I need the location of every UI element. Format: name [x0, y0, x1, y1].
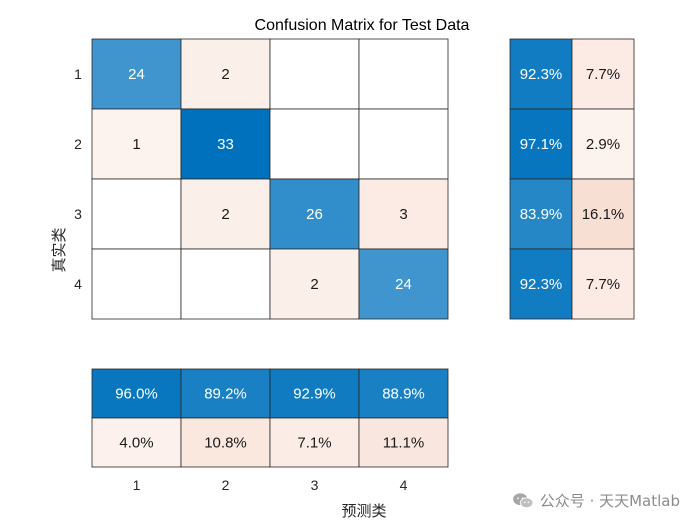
column-summary-cell [358, 368, 449, 419]
row-summary-cell [571, 178, 635, 250]
row-summary-value: 92.3% [520, 276, 563, 293]
matrix-cell-value: 24 [395, 276, 412, 293]
row-summary-value: 92.3% [520, 66, 563, 83]
column-summary-value: 10.8% [204, 435, 247, 452]
chart-title: Confusion Matrix for Test Data [255, 17, 470, 34]
column-summary-cell [91, 368, 182, 419]
y-tick-label: 1 [74, 66, 82, 82]
row-summary-value: 7.7% [586, 66, 620, 83]
column-summary-cell [358, 417, 449, 468]
matrix-cell [269, 108, 360, 180]
column-summary-cell [91, 417, 182, 468]
matrix-cell [180, 38, 271, 110]
matrix-cell [91, 38, 182, 110]
watermark-text: 公众号 · 天天Matlab [539, 492, 680, 510]
matrix-cell-value: 24 [128, 66, 145, 83]
matrix-cell-value: 2 [310, 276, 318, 293]
column-summary-value: 89.2% [204, 386, 247, 403]
matrix-cell [91, 178, 182, 250]
x-tick-label: 1 [133, 477, 141, 493]
watermark: 公众号 · 天天Matlab [512, 490, 680, 511]
x-axis-label: 预测类 [341, 502, 386, 520]
row-summary-grid: 92.3% 7.7% 97.1% 2.9% 83.9% 16.1% 92.3% 7.7% [509, 38, 635, 320]
y-axis-ticks: 1 2 3 4 [74, 66, 82, 292]
wechat-icon [512, 492, 534, 508]
row-summary-value: 83.9% [520, 206, 563, 223]
matrix-cell-value: 1 [132, 136, 140, 153]
row-summary-cell [509, 108, 573, 180]
row-summary-value: 16.1% [582, 206, 625, 223]
row-summary-value: 2.9% [586, 136, 620, 153]
column-summary-cell [180, 368, 271, 419]
row-summary-value: 7.7% [586, 276, 620, 293]
x-tick-label: 3 [311, 477, 319, 493]
x-tick-label: 4 [400, 477, 408, 493]
confusion-matrix-grid: 24 2 1 33 2 26 3 2 24 [91, 38, 449, 320]
matrix-cell [358, 38, 449, 110]
column-summary-value: 4.0% [119, 435, 153, 452]
matrix-cell [180, 178, 271, 250]
y-tick-label: 2 [74, 136, 82, 152]
row-summary-cell [571, 38, 635, 110]
matrix-cell [91, 248, 182, 320]
row-summary-cell [571, 108, 635, 180]
y-tick-label: 3 [74, 206, 82, 222]
column-summary-cell [269, 368, 360, 419]
column-summary-cell [180, 417, 271, 468]
column-summary-value: 7.1% [297, 435, 331, 452]
x-axis-ticks: 1 2 3 4 [133, 477, 408, 493]
matrix-cell [269, 178, 360, 250]
matrix-cell [269, 38, 360, 110]
matrix-cell-value: 2 [221, 66, 229, 83]
matrix-cell-value: 2 [221, 206, 229, 223]
row-summary-value: 97.1% [520, 136, 563, 153]
matrix-cell-value: 26 [306, 206, 323, 223]
column-summary-value: 96.0% [115, 386, 158, 403]
row-summary-cell [509, 248, 573, 320]
row-summary-cell [571, 248, 635, 320]
row-summary-cell [509, 178, 573, 250]
column-summary-value: 92.9% [293, 386, 336, 403]
row-summary-cell [509, 38, 573, 110]
x-tick-label: 2 [222, 477, 230, 493]
column-summary-grid: 96.0% 89.2% 92.9% 88.9% 4.0% 10.8% 7.1% 11.1% [91, 368, 449, 468]
matrix-cell [269, 248, 360, 320]
matrix-cell-value: 3 [399, 206, 407, 223]
y-axis-label: 真实类 [50, 227, 68, 272]
y-tick-label: 4 [74, 276, 82, 292]
matrix-cell [180, 108, 271, 180]
column-summary-value: 11.1% [383, 435, 424, 452]
matrix-cell-value: 33 [217, 136, 234, 153]
matrix-cell [358, 248, 449, 320]
column-summary-value: 88.9% [382, 386, 425, 403]
matrix-cell [358, 108, 449, 180]
matrix-cell [180, 248, 271, 320]
matrix-cell [91, 108, 182, 180]
